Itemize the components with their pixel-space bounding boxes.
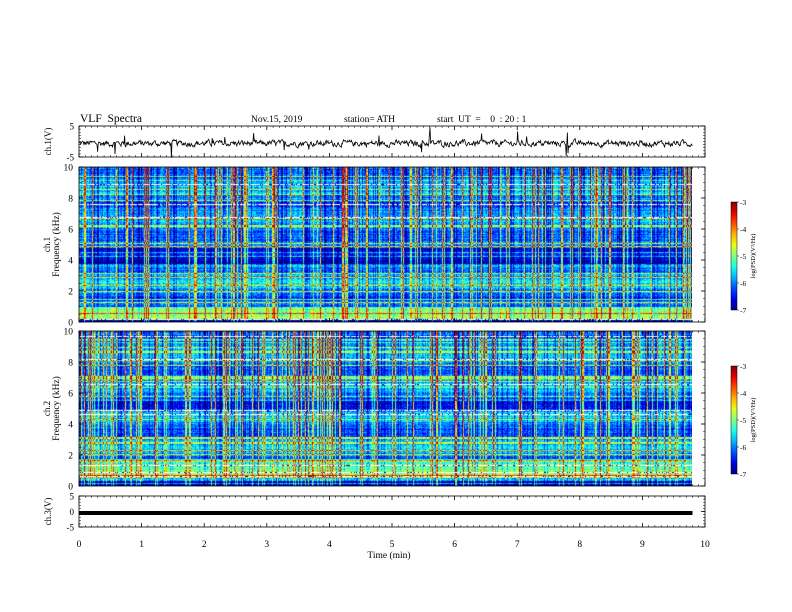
x-tick-label: 6	[452, 540, 457, 550]
x-tick-label: 7	[515, 540, 520, 550]
x-tick-label: 1	[139, 540, 144, 550]
y-tick-label: 0	[70, 507, 75, 517]
colorbar-tick-label: -5	[740, 252, 746, 261]
colorbar-tick-label: -3	[740, 198, 746, 207]
start-time-label: start UT = 0 : 20 : 1	[437, 115, 527, 125]
y-tick-label: 8	[68, 195, 73, 205]
spectrogram-image	[79, 167, 692, 322]
channel-label: ch.2	[42, 401, 52, 416]
colorbar-tick-label: -5	[740, 416, 746, 425]
chart-title: VLF Spectra	[80, 113, 142, 125]
x-tick-label: 4	[327, 540, 332, 550]
colorbar	[730, 201, 738, 311]
y-tick-label: -5	[67, 153, 75, 163]
x-tick-label: 0	[77, 540, 82, 550]
series-line-ch1	[78, 127, 693, 158]
y-tick-label: 8	[68, 359, 73, 369]
x-axis-label: Time (min)	[367, 550, 410, 561]
colorbar-label: log(PSD)(V²/Hz)	[750, 398, 757, 443]
date-label: Nov.15, 2019	[251, 115, 303, 125]
y-tick-label: 4	[68, 421, 73, 431]
y-tick-label: 5	[70, 492, 75, 502]
colorbar	[730, 365, 738, 475]
y-tick-label: 6	[68, 390, 73, 400]
y-tick-label: 0	[68, 319, 73, 329]
colorbar-tick-label: -7	[740, 306, 746, 315]
y-tick-label: 2	[68, 288, 73, 298]
y-tick-label: 0	[68, 483, 73, 493]
spectrogram-image	[79, 331, 692, 486]
x-tick-label: 8	[577, 540, 582, 550]
colorbar-tick-label: -6	[740, 279, 746, 288]
station-label: station= ATH	[344, 115, 396, 125]
y-tick-label: 2	[68, 452, 73, 462]
x-tick-label: 10	[700, 540, 710, 550]
colorbar-tick-label: -6	[740, 443, 746, 452]
x-tick-label: 2	[202, 540, 207, 550]
y-axis-label: Frequency (kHz)	[51, 212, 62, 277]
plot-frame	[78, 125, 706, 158]
colorbar-tick-label: -4	[740, 225, 746, 234]
channel-label: ch.1	[42, 237, 52, 252]
y-tick-label: 5	[70, 122, 75, 132]
y-axis-label: ch.3(V)	[43, 498, 53, 526]
y-axis-label: Frequency (kHz)	[51, 376, 62, 441]
x-tick-label: 3	[264, 540, 269, 550]
y-tick-label: -5	[67, 523, 75, 533]
y-tick-label: 10	[64, 328, 74, 338]
colorbar-tick-label: -4	[740, 389, 746, 398]
y-tick-label: 10	[64, 164, 74, 174]
y-tick-label: 4	[68, 257, 73, 267]
colorbar-tick-label: -3	[740, 362, 746, 371]
colorbar-label: log(PSD)(V²/Hz)	[750, 234, 757, 279]
x-tick-label: 9	[640, 540, 645, 550]
y-tick-label: 6	[68, 226, 73, 236]
colorbar-tick-label: -7	[740, 470, 746, 479]
y-axis-label: ch.1(V)	[43, 128, 53, 156]
x-tick-label: 5	[390, 540, 395, 550]
